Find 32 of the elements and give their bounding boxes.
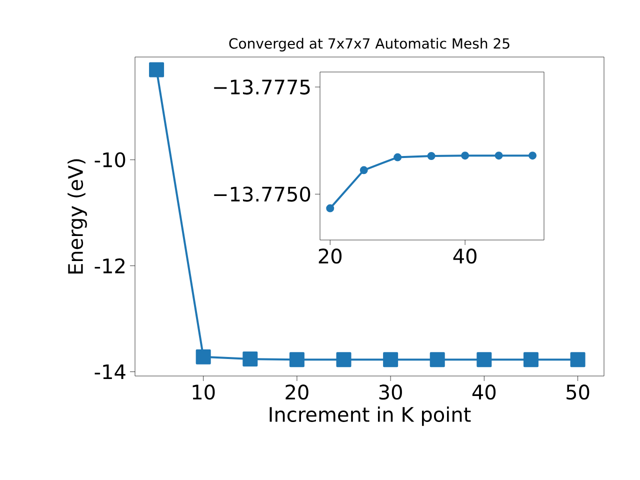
x-tick-label: 40 [453,248,476,264]
point [570,352,586,368]
x-tick-label: 10 [192,384,215,400]
point [383,352,398,368]
point [528,152,537,160]
x-axis-title: Increment in K point [270,406,471,426]
x-tick-label: 30 [379,384,402,400]
x-tick-label: 40 [472,384,496,400]
point [476,352,492,368]
point [461,152,470,160]
point [242,352,258,367]
y-tick-label: -10 [94,152,126,168]
point [196,349,211,364]
point [326,204,334,212]
y-tick-label: -14 [94,364,126,380]
point [494,152,503,160]
x-tick-label: 20 [318,248,342,264]
point [336,352,352,368]
y-tick-label: −13.7775 [214,79,310,95]
point [394,153,402,162]
point [149,62,164,78]
point [289,352,304,368]
x-tick-label: 50 [566,384,590,400]
y-tick-label: -12 [94,258,124,274]
point [523,352,538,368]
point [430,352,445,368]
point [427,152,436,160]
y-tick-label: −13.7750 [214,186,310,202]
x-tick-label: 20 [286,384,308,400]
chart-title: Converged at 7x7x7 Automatic Mesh 25 [229,38,510,52]
point [360,166,368,174]
y-axis-title: Energy (eV) [68,159,87,274]
